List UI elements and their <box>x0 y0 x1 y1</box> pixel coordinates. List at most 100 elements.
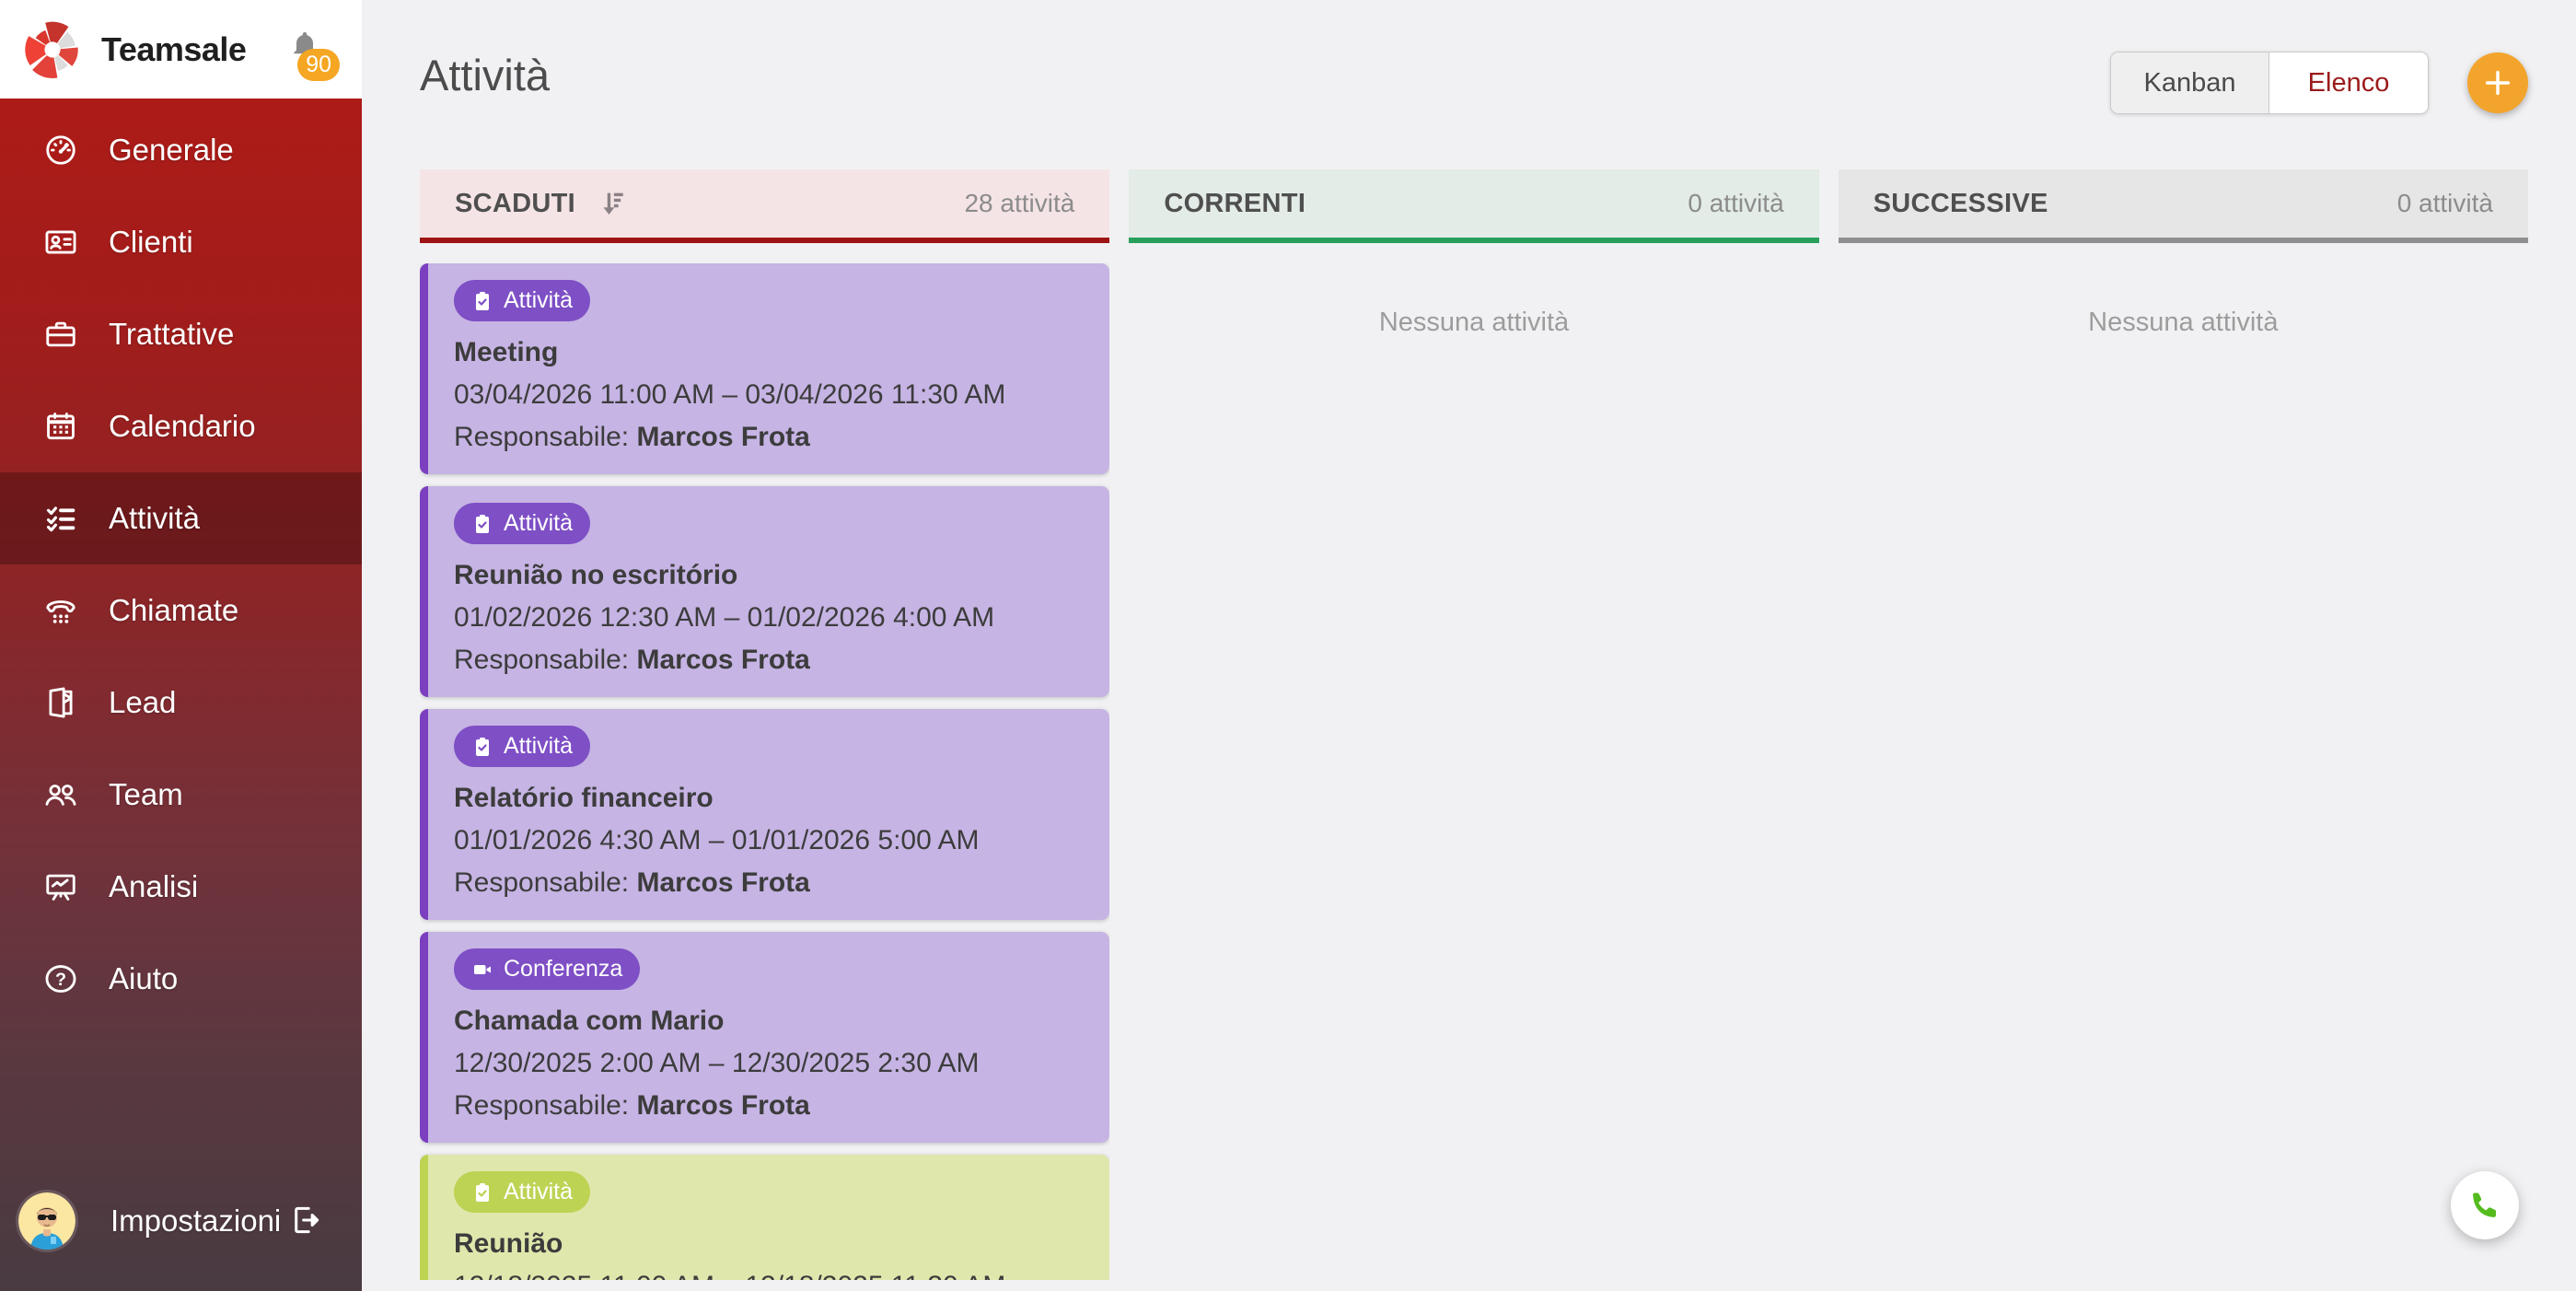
sidebar-item-chiamate[interactable]: Chiamate <box>0 564 362 657</box>
kanban-view-button[interactable]: Kanban <box>2111 52 2269 113</box>
column-title: SUCCESSIVE <box>1873 188 2048 218</box>
card-type-badge: Attività <box>454 503 591 544</box>
sidebar-item-label: Team <box>109 777 183 811</box>
badge-label: Attività <box>504 1179 574 1204</box>
sidebar-item-aiuto[interactable]: ? Aiuto <box>0 933 362 1025</box>
badge-label: Conferenza <box>504 956 623 982</box>
video-camera-icon <box>474 964 491 974</box>
card-responsible: Responsabile: Marcos Frota <box>454 1087 1082 1124</box>
responsible-name: Marcos Frota <box>636 867 810 898</box>
sidebar-item-trattative[interactable]: Trattative <box>0 288 362 380</box>
people-icon <box>42 776 79 813</box>
column-header-correnti: CORRENTI 0 attività <box>1129 169 1819 243</box>
column-successive: SUCCESSIVE 0 attività Nessuna attività <box>1838 169 2528 1291</box>
card-dates: 01/01/2026 4:30 AM – 01/01/2026 5:00 AM <box>454 825 980 855</box>
empty-column-text: Nessuna attività <box>2088 308 2279 337</box>
card-type-badge: Attività <box>454 726 591 767</box>
card-dates: 03/04/2026 11:00 AM – 03/04/2026 11:30 A… <box>454 379 1006 410</box>
page-title: Attività <box>420 51 551 99</box>
card-dates: 12/18/2025 11:00 AM – 12/18/2025 11:30 A… <box>454 1268 1082 1280</box>
responsible-label: Responsabile: <box>454 867 637 898</box>
door-flag-icon <box>42 684 79 721</box>
call-fab-button[interactable] <box>2451 1171 2519 1239</box>
brand-name: Teamsale <box>101 29 247 68</box>
responsible-label: Responsabile: <box>454 422 637 452</box>
sidebar-item-analisi[interactable]: Analisi <box>0 841 362 933</box>
clipboard-check-icon <box>476 1182 489 1202</box>
calendar-icon <box>42 408 79 445</box>
card-type-badge: Conferenza <box>454 948 641 990</box>
empty-column-text: Nessuna attività <box>1378 308 1570 337</box>
card-responsible: Responsabile: Marcos Frota <box>454 419 1082 456</box>
column-body-scaduti: Attività Meeting 03/04/2026 11:00 AM – 0… <box>420 263 1110 1280</box>
column-count: 0 attività <box>1688 189 1784 217</box>
add-activity-button[interactable] <box>2467 52 2528 113</box>
clipboard-check-icon <box>476 737 489 756</box>
main-content: Attività Kanban Elenco SCADUTI <box>362 0 2576 1291</box>
column-header-scaduti: SCADUTI 28 attività <box>420 169 1110 243</box>
sidebar-item-calendario[interactable]: Calendario <box>0 380 362 472</box>
badge-label: Attività <box>504 287 574 313</box>
svg-text:?: ? <box>55 970 66 990</box>
elenco-view-button[interactable]: Elenco <box>2269 52 2428 113</box>
column-count: 28 attività <box>964 189 1075 217</box>
column-scaduti: SCADUTI 28 attività <box>420 169 1110 1291</box>
brand-header: Teamsale 90 <box>0 0 362 99</box>
card-title: Meeting <box>454 337 559 367</box>
card-title: Reunião <box>454 1228 563 1259</box>
sidebar-item-label: Chiamate <box>109 593 239 627</box>
conference-card-chamada[interactable]: Conferenza Chamada com Mario 12/30/2025 … <box>420 932 1110 1143</box>
sidebar-item-clienti[interactable]: Clienti <box>0 196 362 288</box>
sidebar: Teamsale 90 Generale <box>0 0 362 1291</box>
checklist-icon <box>42 500 79 537</box>
activity-card-reuniao[interactable]: Attività Reunião 12/18/2025 11:00 AM – 1… <box>420 1155 1110 1280</box>
badge-label: Attività <box>504 510 574 536</box>
phone-handset-icon <box>42 592 79 629</box>
header-controls: Kanban Elenco <box>2110 52 2528 114</box>
teamsale-logo-icon <box>25 21 78 78</box>
column-count: 0 attività <box>2396 189 2493 217</box>
clipboard-check-icon <box>476 514 489 533</box>
activity-card-meeting[interactable]: Attività Meeting 03/04/2026 11:00 AM – 0… <box>420 263 1110 474</box>
card-type-badge: Attività <box>454 280 591 321</box>
clipboard-check-icon <box>476 291 489 310</box>
activity-card-relatorio[interactable]: Attività Relatório financeiro 01/01/2026… <box>420 709 1110 920</box>
card-dates: 01/02/2026 12:30 AM – 01/02/2026 4:00 AM <box>454 602 995 633</box>
logout-icon[interactable] <box>288 1203 325 1239</box>
responsible-label: Responsabile: <box>454 1090 637 1121</box>
activity-card-reuniao-escritorio[interactable]: Attività Reunião no escritório 01/02/202… <box>420 486 1110 697</box>
card-title: Reunião no escritório <box>454 560 738 590</box>
sort-descending-icon[interactable] <box>596 188 627 219</box>
sidebar-item-lead[interactable]: Lead <box>0 657 362 749</box>
settings-row[interactable]: Impostazioni <box>0 1179 362 1263</box>
gauge-icon <box>42 132 79 169</box>
user-avatar[interactable] <box>18 1192 75 1250</box>
sidebar-item-generale[interactable]: Generale <box>0 104 362 196</box>
presentation-chart-icon <box>42 868 79 905</box>
sidebar-item-label: Attività <box>109 501 201 535</box>
plus-icon <box>2485 70 2511 96</box>
column-title: SCADUTI <box>455 188 575 218</box>
sidebar-item-team[interactable]: Team <box>0 749 362 841</box>
sidebar-item-label: Clienti <box>109 225 193 259</box>
sidebar-item-label: Trattative <box>109 317 235 351</box>
column-correnti: CORRENTI 0 attività Nessuna attività <box>1129 169 1819 1291</box>
column-header-successive: SUCCESSIVE 0 attività <box>1838 169 2528 243</box>
card-title: Relatório financeiro <box>454 783 714 813</box>
card-responsible: Responsabile: Marcos Frota <box>454 642 1082 679</box>
kanban-board: SCADUTI 28 attività <box>420 169 2528 1291</box>
sidebar-item-label: Lead <box>109 685 177 719</box>
column-title: CORRENTI <box>1164 188 1306 218</box>
sidebar-nav: Generale Clienti Trattative <box>0 99 362 1025</box>
sidebar-item-label: Calendario <box>109 409 256 443</box>
sidebar-item-attivita[interactable]: Attività <box>0 472 362 564</box>
card-type-badge: Attività <box>454 1171 591 1213</box>
help-circle-icon: ? <box>42 960 79 997</box>
sidebar-item-label: Aiuto <box>109 961 179 995</box>
sidebar-item-label: Analisi <box>109 869 199 903</box>
responsible-label: Responsabile: <box>454 645 637 675</box>
sidebar-item-label: Generale <box>109 133 234 167</box>
contact-card-icon <box>42 224 79 261</box>
notifications-bell-button[interactable]: 90 <box>288 28 340 81</box>
view-toggle: Kanban Elenco <box>2110 52 2429 114</box>
